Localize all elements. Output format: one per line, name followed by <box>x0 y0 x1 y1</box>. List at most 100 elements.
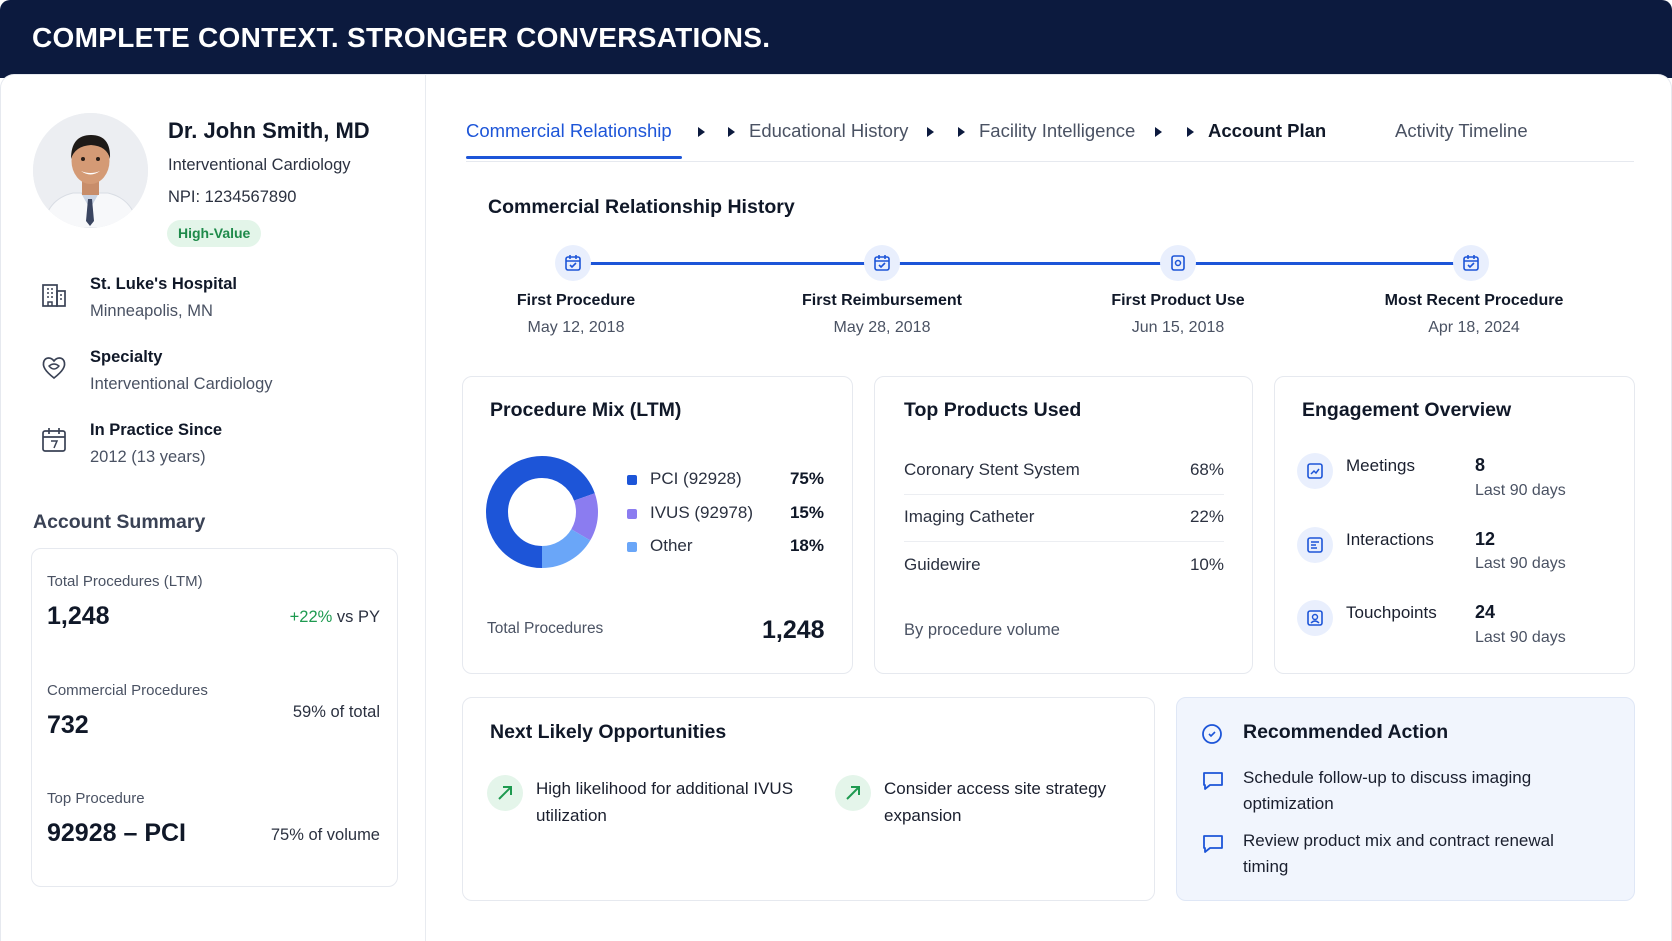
chevron-right-icon <box>958 127 965 137</box>
legend-label: PCI (92928) <box>650 469 742 488</box>
chevron-right-icon <box>728 127 735 137</box>
legend-percent: 18% <box>789 536 824 555</box>
chat-bubble-icon <box>1202 724 1222 744</box>
donut-slice-3 <box>486 456 598 568</box>
status-badge: High-Value <box>167 220 262 247</box>
banner-title: COMPLETE CONTEXT. STRONGER CONVERSATIONS… <box>32 22 771 53</box>
product-name: Imaging Catheter <box>904 507 1035 526</box>
milestone-title: Most Recent Procedure <box>1384 292 1564 309</box>
message-icon <box>1203 835 1223 853</box>
milestone-date: May 12, 2018 <box>527 319 625 336</box>
milestone-date: Apr 18, 2024 <box>1428 319 1520 336</box>
procedure-mix-donut <box>486 456 598 568</box>
legend-percent: 75% <box>789 469 824 488</box>
legend-swatch-pci <box>627 475 637 485</box>
engagement-label: Touchpoints <box>1346 603 1437 622</box>
product-row: Imaging Catheter 22% <box>904 507 1224 555</box>
profile-sidebar <box>0 74 426 941</box>
engagement-period: Last 90 days <box>1475 555 1566 572</box>
heart-specialty-icon <box>42 357 66 380</box>
legend-percent: 15% <box>789 503 824 522</box>
product-row: Coronary Stent System 68% <box>904 460 1224 508</box>
active-tab-indicator <box>466 156 682 159</box>
product-name: Coronary Stent System <box>904 460 1080 479</box>
milestone-node <box>864 245 900 281</box>
milestone-node <box>1453 245 1489 281</box>
total-procedures-caption: Total Procedures <box>487 620 604 637</box>
top-procedure-share: 75% of volume <box>270 826 380 844</box>
recommended-action-text: Review product mix and contract renewal … <box>1243 831 1554 876</box>
product-share: 68% <box>1189 460 1224 479</box>
practice-since-label: In Practice Since <box>90 421 223 439</box>
top-procedure-value: 92928 – PCI <box>47 819 186 847</box>
timeline-line <box>573 262 1471 265</box>
row-divider <box>904 494 1224 495</box>
tab-activity-timeline[interactable]: Activity Timeline <box>1395 120 1528 141</box>
engagement-value: 8 <box>1475 455 1486 475</box>
engagement-period: Last 90 days <box>1475 629 1566 646</box>
practice-since-value: 2012 (13 years) <box>90 448 206 466</box>
engagement-icon-wrap <box>1297 453 1333 489</box>
interaction-icon <box>1307 537 1323 553</box>
chevron-right-icon <box>698 127 705 137</box>
trend-up-arrow-icon <box>846 786 860 800</box>
legend-swatch-other <box>627 542 637 552</box>
tab-account-plan[interactable]: Account Plan <box>1208 120 1327 141</box>
milestone-date: Jun 15, 2018 <box>1131 319 1225 336</box>
engagement-label: Interactions <box>1346 530 1434 549</box>
tab-commercial-relationship[interactable]: Commercial Relationship <box>466 120 672 141</box>
commercial-procedures-share: 59% of total <box>292 703 380 721</box>
top-procedure-label: Top Procedure <box>47 790 145 807</box>
products-footnote: By procedure volume <box>904 621 1060 639</box>
total-procedures-value: 1,248 <box>47 602 110 630</box>
tab-facility-intelligence[interactable]: Facility Intelligence <box>979 120 1136 141</box>
header-banner: COMPLETE CONTEXT. STRONGER CONVERSATIONS… <box>0 0 1672 78</box>
meeting-icon <box>1307 463 1323 479</box>
engagement-icon-wrap <box>1297 600 1333 636</box>
chevron-right-icon <box>1187 127 1194 137</box>
total-procedures-change: +22% vs PY <box>290 608 380 627</box>
product-row: Guidewire 10% <box>904 555 1224 603</box>
milestone-node <box>1160 245 1196 281</box>
commercial-procedures-value: 732 <box>47 711 89 739</box>
doctor-name: Dr. John Smith, MD <box>168 118 370 143</box>
hospital-location: Minneapolis, MN <box>90 302 213 320</box>
total-procedures-number: 1,248 <box>762 616 825 644</box>
opportunity-text: Consider access site strategy expansion <box>884 779 1107 825</box>
doctor-specialty: Interventional Cardiology <box>168 156 351 174</box>
trend-up-arrow-icon <box>498 786 512 800</box>
account-summary-title: Account Summary <box>33 511 206 533</box>
touchpoint-icon <box>1307 610 1323 626</box>
engagement-icon-wrap <box>1297 527 1333 563</box>
milestone-title: First Procedure <box>516 292 636 309</box>
engagement-title: Engagement Overview <box>1302 399 1512 421</box>
change-suffix: vs PY <box>332 608 380 626</box>
procedure-mix-card <box>462 376 853 674</box>
product-share: 22% <box>1189 507 1224 526</box>
calendar-check-icon <box>1463 255 1479 271</box>
device-icon <box>1171 255 1185 271</box>
legend-swatch-ivus <box>627 509 637 519</box>
engagement-value: 24 <box>1475 602 1496 622</box>
legend-label: IVUS (92978) <box>650 503 753 522</box>
tab-educational-history[interactable]: Educational History <box>749 120 909 141</box>
engagement-period: Last 90 days <box>1475 482 1566 499</box>
chevron-right-icon <box>1155 127 1162 137</box>
milestone-title: First Reimbursement <box>801 292 963 309</box>
procedure-mix-title: Procedure Mix (LTM) <box>490 399 682 421</box>
doctor-npi: NPI: 1234567890 <box>168 188 297 206</box>
calendar-check-icon <box>565 255 581 271</box>
opportunity-text: High likelihood for additional IVUS util… <box>536 779 794 825</box>
opportunity-icon-wrap <box>835 775 871 811</box>
specialty-label: Specialty <box>90 348 163 366</box>
legend-label: Other <box>650 536 693 555</box>
calendar-icon <box>42 428 66 452</box>
total-procedures-label: Total Procedures (LTM) <box>47 573 203 590</box>
recommended-action-title: Recommended Action <box>1243 721 1449 743</box>
calendar-check-icon <box>874 255 890 271</box>
commercial-procedures-label: Commercial Procedures <box>47 682 208 699</box>
opportunity-icon-wrap <box>487 775 523 811</box>
chevron-right-icon <box>927 127 934 137</box>
hospital-building-icon <box>42 284 66 307</box>
milestone-node <box>555 245 591 281</box>
